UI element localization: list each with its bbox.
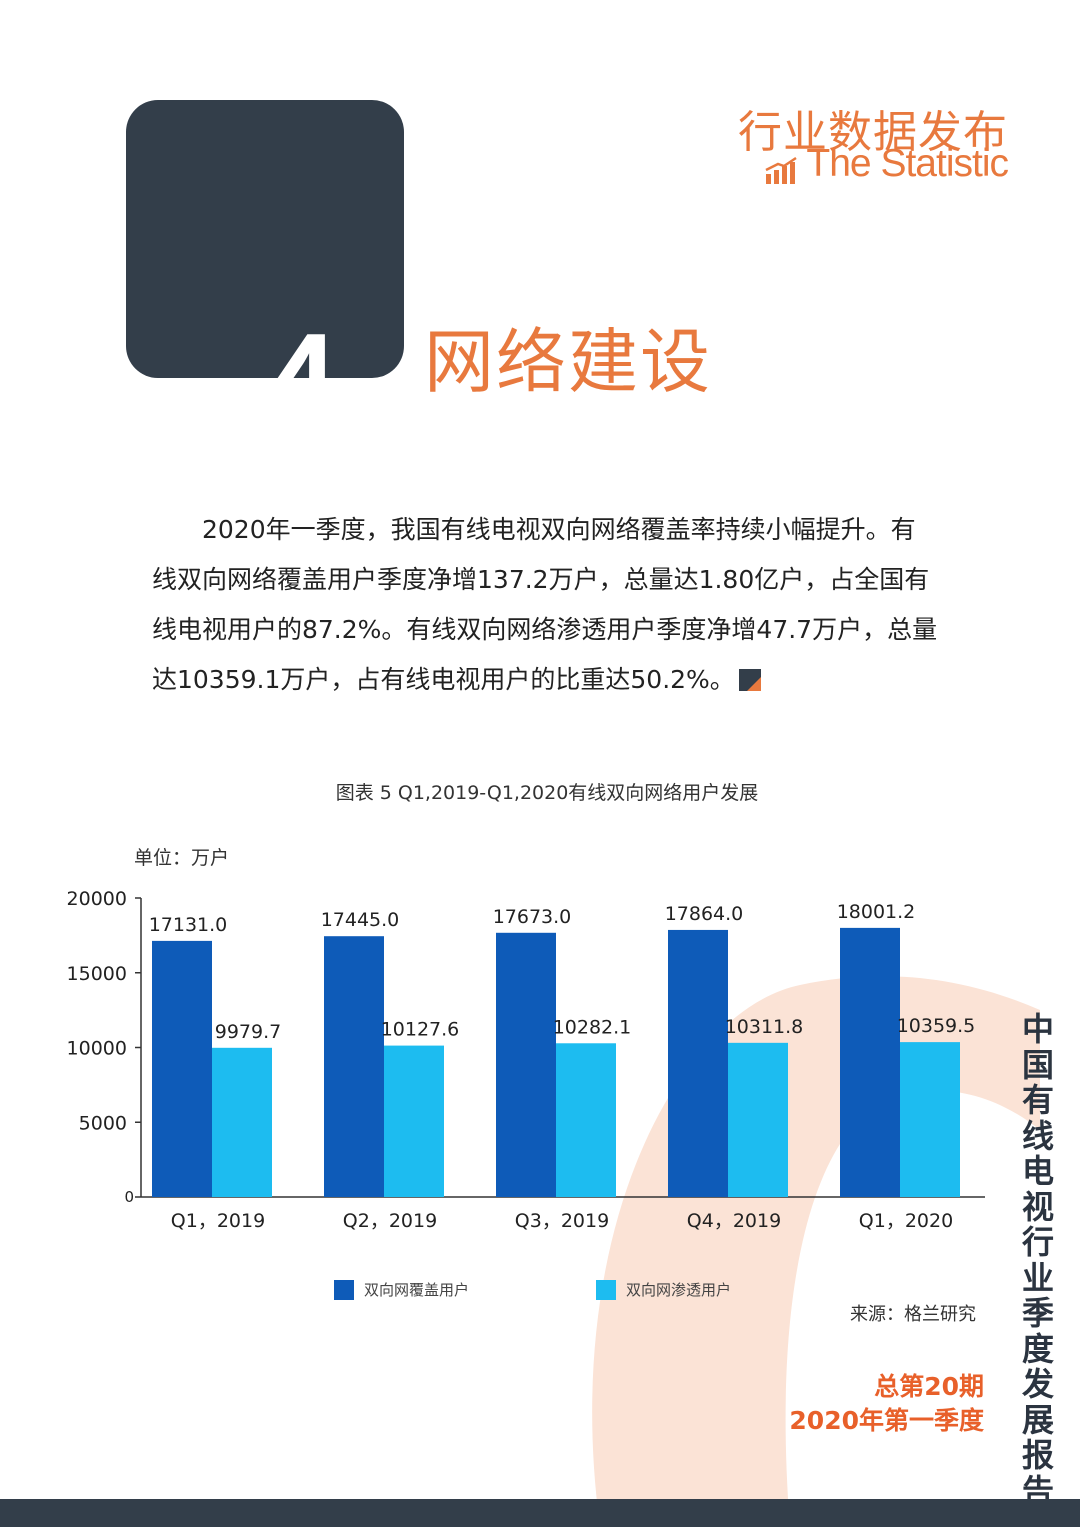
- x-tick-label: Q1，2019: [171, 1210, 265, 1232]
- bar: [728, 1042, 788, 1197]
- brand-title-cn: 行业数据发布: [738, 107, 1008, 158]
- bar: [152, 940, 212, 1197]
- x-tick-label: Q2，2019: [343, 1210, 437, 1232]
- y-tick-label: 10000: [67, 1038, 127, 1060]
- issue-info: 总第20期 2020年第一季度: [789, 1370, 984, 1438]
- section-number-box: 4: [126, 100, 404, 378]
- side-title-char: 行: [1021, 1223, 1054, 1261]
- x-tick-label: Q3，2019: [515, 1210, 609, 1232]
- brand-title-en-wrap: The Statistic: [764, 142, 1009, 186]
- data-label: 17131.0: [149, 914, 228, 936]
- side-title-char: 线: [1021, 1116, 1054, 1155]
- y-tick-label: 20000: [67, 888, 127, 910]
- bar: [840, 927, 900, 1197]
- side-title-char: 国: [1021, 1045, 1054, 1084]
- y-tick-label: 15000: [67, 963, 127, 985]
- data-label: 9979.7: [215, 1021, 281, 1043]
- side-title-char: 业: [1021, 1258, 1054, 1297]
- section-number: 4: [196, 305, 396, 378]
- data-label: 17864.0: [665, 903, 744, 925]
- data-label: 17673.0: [493, 906, 572, 928]
- bar: [324, 936, 384, 1197]
- side-title-char: 季: [1021, 1294, 1054, 1332]
- legend-item-coverage: 双向网覆盖用户: [334, 1279, 469, 1300]
- bar: [556, 1043, 616, 1197]
- section-title: 网络建设: [424, 321, 712, 403]
- bar-chart: 0 5000 10000 15000 20000 17131.0 9979.7 Q1，2019…: [67, 888, 985, 1232]
- paragraph-line: 线电视用户的87.2%。有线双向网络渗透用户季度净增47.7万户，总量: [152, 615, 938, 644]
- y-tick-label: 5000: [79, 1112, 127, 1134]
- data-label: 17445.0: [321, 909, 400, 931]
- side-title-char: 电: [1021, 1152, 1054, 1190]
- paragraph-line: 2020年一季度，我国有线电视双向网络覆盖率持续小幅提升。有: [202, 515, 916, 544]
- legend-item-penetration: 双向网渗透用户: [596, 1279, 731, 1300]
- data-label: 18001.2: [837, 901, 916, 923]
- data-label: 10127.6: [381, 1019, 460, 1041]
- legend-swatch-coverage: [334, 1279, 354, 1300]
- side-title-char: 展: [1021, 1400, 1054, 1439]
- side-title-char: 度: [1021, 1329, 1054, 1368]
- side-title-char: 报: [1021, 1436, 1054, 1474]
- side-title-char: 中: [1021, 1010, 1054, 1048]
- bar: [212, 1047, 272, 1197]
- y-tick-label: 0: [124, 1188, 134, 1206]
- brand-title-en: The Statistic: [806, 142, 1009, 185]
- paragraph-line: 线双向网络覆盖用户季度净增137.2万户，总量达1.80亿户，占全国有: [152, 565, 930, 594]
- bar-chart-icon: [765, 156, 798, 184]
- report-title-vertical: 中国有线电视行业季度发展报告: [1018, 1010, 1058, 1509]
- bar: [496, 932, 556, 1197]
- paragraph-line: 达10359.1万户，占有线电视用户的比重达50.2%。: [152, 655, 952, 705]
- chart-unit-label: 单位：万户: [134, 847, 230, 869]
- end-mark-icon: [738, 669, 761, 691]
- legend-swatch-penetration: [596, 1279, 616, 1300]
- side-title-char: 视: [1021, 1187, 1054, 1226]
- chart-title: 图表 5 Q1,2019-Q1,2020有线双向网络用户发展: [335, 782, 759, 804]
- legend-label-penetration: 双向网渗透用户: [626, 1281, 732, 1299]
- x-tick-label: Q4，2019: [687, 1210, 781, 1232]
- footer-bar: [0, 1499, 1080, 1527]
- x-tick-label: Q1，2020: [859, 1210, 953, 1232]
- bar: [668, 929, 728, 1197]
- issue-number: 总第20期: [874, 1372, 984, 1401]
- body-paragraph: 2020年一季度，我国有线电视双向网络覆盖率持续小幅提升。有 线双向网络覆盖用户…: [152, 505, 952, 705]
- side-title-char: 发: [1021, 1365, 1054, 1403]
- data-label: 10359.5: [897, 1015, 976, 1037]
- side-title-char: 有: [1021, 1081, 1054, 1119]
- source-note: 来源：格兰研究: [850, 1304, 976, 1325]
- legend-label-coverage: 双向网覆盖用户: [364, 1281, 470, 1299]
- data-label: 10311.8: [725, 1016, 804, 1038]
- bar: [384, 1045, 444, 1197]
- issue-quarter: 2020年第一季度: [789, 1406, 984, 1435]
- data-label: 10282.1: [553, 1016, 632, 1038]
- bar: [900, 1042, 960, 1197]
